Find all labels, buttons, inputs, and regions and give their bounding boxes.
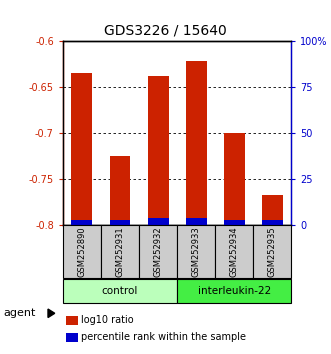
Bar xyxy=(71,73,92,225)
Bar xyxy=(186,218,207,225)
Text: GSM252934: GSM252934 xyxy=(230,226,239,277)
Bar xyxy=(148,76,168,225)
Bar xyxy=(110,220,130,225)
Bar xyxy=(148,218,168,225)
Bar xyxy=(63,279,177,303)
Bar xyxy=(139,225,177,278)
Bar xyxy=(253,225,291,278)
Text: GSM252890: GSM252890 xyxy=(77,226,86,277)
Text: control: control xyxy=(102,286,138,296)
Text: log10 ratio: log10 ratio xyxy=(81,315,134,325)
Text: GSM252935: GSM252935 xyxy=(268,226,277,277)
Text: GDS3226 / 15640: GDS3226 / 15640 xyxy=(104,23,227,37)
Bar xyxy=(262,195,283,225)
Bar xyxy=(186,61,207,225)
Bar xyxy=(63,225,101,278)
Bar xyxy=(224,220,245,225)
Text: GSM252931: GSM252931 xyxy=(116,226,124,277)
Text: interleukin-22: interleukin-22 xyxy=(198,286,271,296)
Text: percentile rank within the sample: percentile rank within the sample xyxy=(81,332,246,342)
Bar xyxy=(262,220,283,225)
Text: GSM252933: GSM252933 xyxy=(192,226,201,277)
Bar xyxy=(101,225,139,278)
Text: GSM252932: GSM252932 xyxy=(154,226,163,277)
Bar xyxy=(110,156,130,225)
Bar xyxy=(224,133,245,225)
Polygon shape xyxy=(48,309,55,318)
Bar xyxy=(71,220,92,225)
Text: agent: agent xyxy=(3,308,36,318)
Bar xyxy=(215,225,253,278)
Bar xyxy=(177,279,291,303)
Bar xyxy=(177,225,215,278)
